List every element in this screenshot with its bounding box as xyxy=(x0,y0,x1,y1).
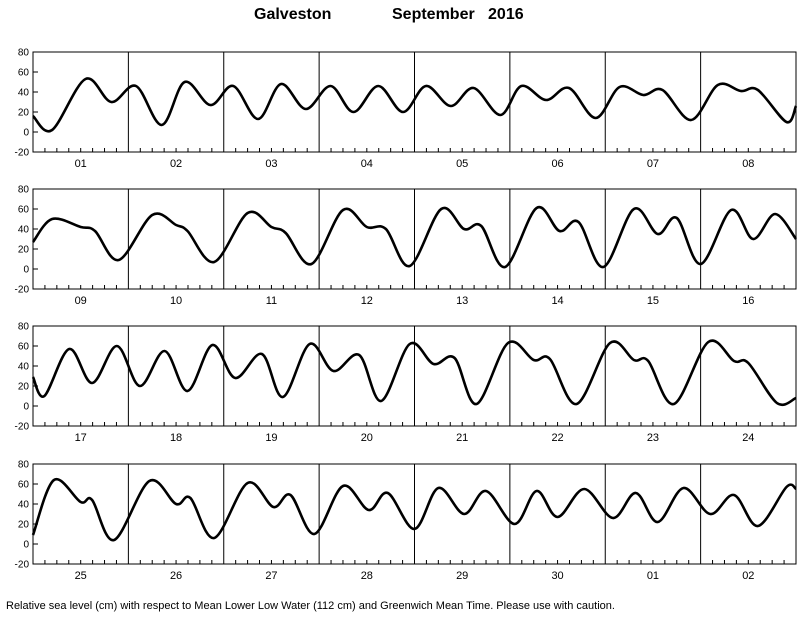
tide-series-line xyxy=(31,339,797,407)
y-tick-label: 80 xyxy=(18,322,30,333)
day-label: 30 xyxy=(551,570,563,582)
tide-series-line xyxy=(31,477,797,542)
y-tick-label: -20 xyxy=(15,560,30,571)
day-label: 15 xyxy=(647,295,659,307)
day-label: 12 xyxy=(361,295,373,307)
y-tick-label: 40 xyxy=(18,88,30,99)
y-tick-label: 40 xyxy=(18,362,30,373)
day-label: 26 xyxy=(170,570,182,582)
day-label: 02 xyxy=(170,158,182,170)
y-tick-label: -20 xyxy=(15,422,30,433)
day-label: 18 xyxy=(170,432,182,444)
day-label: 04 xyxy=(361,158,373,170)
y-tick-label: -20 xyxy=(15,285,30,296)
day-label: 07 xyxy=(647,158,659,170)
y-tick-label: 40 xyxy=(18,500,30,511)
title-period: September 2016 xyxy=(392,6,524,23)
y-tick-label: 0 xyxy=(23,128,29,139)
y-tick-label: 80 xyxy=(18,48,30,59)
y-tick-label: 80 xyxy=(18,460,30,471)
day-label: 24 xyxy=(742,432,754,444)
caption-note: Relative sea level (cm) with respect to … xyxy=(6,600,615,612)
y-tick-label: 60 xyxy=(18,68,30,79)
y-tick-label: 0 xyxy=(23,402,29,413)
y-tick-label: 20 xyxy=(18,108,30,119)
day-label: 22 xyxy=(551,432,563,444)
day-label: 17 xyxy=(75,432,87,444)
day-label: 02 xyxy=(742,570,754,582)
y-tick-label: 0 xyxy=(23,265,29,276)
y-tick-label: 60 xyxy=(18,342,30,353)
day-label: 23 xyxy=(647,432,659,444)
day-label: 05 xyxy=(456,158,468,170)
day-label: 16 xyxy=(742,295,754,307)
day-label: 19 xyxy=(265,432,277,444)
day-label: 21 xyxy=(456,432,468,444)
y-tick-label: 60 xyxy=(18,480,30,491)
day-label: 03 xyxy=(265,158,277,170)
day-label: 27 xyxy=(265,570,277,582)
chart-title: Galveston September 2016 xyxy=(0,6,800,28)
y-tick-label: 20 xyxy=(18,520,30,531)
day-label: 01 xyxy=(647,570,659,582)
day-label: 01 xyxy=(75,158,87,170)
y-tick-label: 0 xyxy=(23,540,29,551)
day-label: 09 xyxy=(75,295,87,307)
day-label: 11 xyxy=(266,295,277,307)
day-label: 10 xyxy=(170,295,182,307)
day-label: 28 xyxy=(361,570,373,582)
y-tick-label: -20 xyxy=(15,148,30,159)
y-tick-label: 60 xyxy=(18,205,30,216)
title-station: Galveston xyxy=(254,6,332,23)
day-label: 06 xyxy=(551,158,563,170)
y-tick-label: 20 xyxy=(18,382,30,393)
tide-series-line xyxy=(32,77,798,133)
day-label: 08 xyxy=(742,158,754,170)
y-tick-label: 80 xyxy=(18,185,30,196)
tide-series-line xyxy=(31,205,798,269)
y-tick-label: 40 xyxy=(18,225,30,236)
day-label: 14 xyxy=(551,295,563,307)
day-label: 20 xyxy=(361,432,373,444)
y-tick-label: 20 xyxy=(18,245,30,256)
day-label: 29 xyxy=(456,570,468,582)
day-label: 25 xyxy=(75,570,87,582)
day-label: 13 xyxy=(456,295,468,307)
